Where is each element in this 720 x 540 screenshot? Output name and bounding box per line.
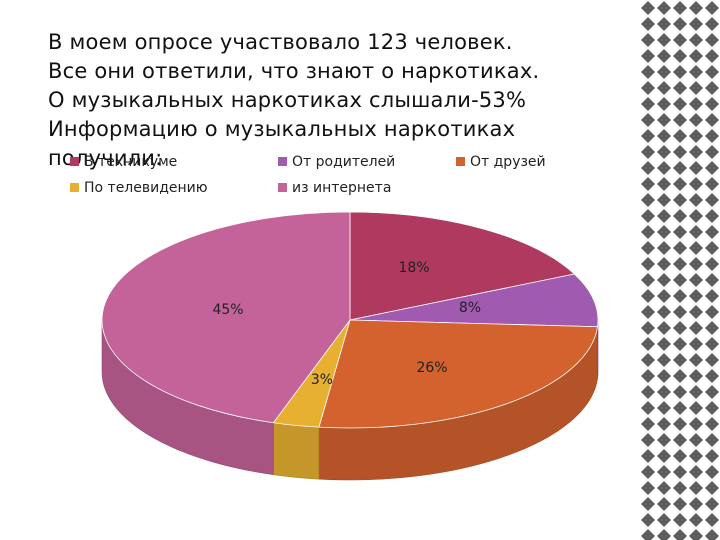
text-line: Информацию о музыкальных наркотиках xyxy=(48,117,516,141)
legend-label: По телевидению xyxy=(84,180,208,196)
pie-data-label: 8% xyxy=(459,300,481,316)
pie-chart: В техникуме От родителей От друзей По телев… xyxy=(70,154,599,481)
legend-label: В техникуме xyxy=(84,154,177,170)
side-diamond-pattern xyxy=(640,0,720,540)
pie-data-label: 3% xyxy=(311,372,333,388)
pie-slice xyxy=(101,211,351,424)
legend-label: От друзей xyxy=(470,154,546,170)
pie-side-walls xyxy=(101,319,599,481)
text-line: Все они ответили, что знают о наркотиках… xyxy=(48,59,540,83)
legend-swatch xyxy=(456,157,465,166)
pie-data-label: 18% xyxy=(398,260,429,276)
survey-description: В моем опросе участвовало 123 человек. В… xyxy=(48,28,638,173)
legend-swatch xyxy=(70,183,79,192)
legend-label: из интернета xyxy=(292,180,391,196)
pie-slice xyxy=(349,211,576,321)
legend-swatch xyxy=(278,183,287,192)
text-line: О музыкальных наркотиках слышали-53% xyxy=(48,88,527,112)
pie-slice xyxy=(349,273,599,328)
pie-data-label: 45% xyxy=(212,302,243,318)
pie-slice xyxy=(318,319,598,429)
text-line: получили: xyxy=(48,146,163,170)
legend-label: От родителей xyxy=(292,154,395,170)
pie-slice-side xyxy=(273,422,320,480)
text-line: В моем опросе участвовало 123 человек. xyxy=(48,30,513,54)
legend-swatch xyxy=(278,157,287,166)
legend-swatch xyxy=(70,157,79,166)
pie-data-label: 26% xyxy=(416,360,447,376)
